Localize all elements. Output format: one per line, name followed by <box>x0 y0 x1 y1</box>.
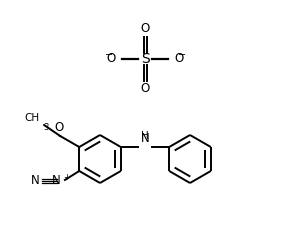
Text: S: S <box>141 52 149 66</box>
Text: O: O <box>174 52 183 65</box>
Text: 3: 3 <box>43 122 48 132</box>
Text: O: O <box>107 52 116 65</box>
Text: +: + <box>63 173 70 182</box>
Text: O: O <box>140 82 150 95</box>
Text: N: N <box>141 132 149 145</box>
Text: N: N <box>31 174 40 187</box>
Text: O: O <box>140 22 150 35</box>
Text: N: N <box>52 174 61 187</box>
Text: H: H <box>141 131 149 141</box>
Text: O: O <box>55 121 64 134</box>
Text: −: − <box>105 50 113 60</box>
Text: −: − <box>178 50 186 60</box>
Text: CH: CH <box>24 113 39 123</box>
